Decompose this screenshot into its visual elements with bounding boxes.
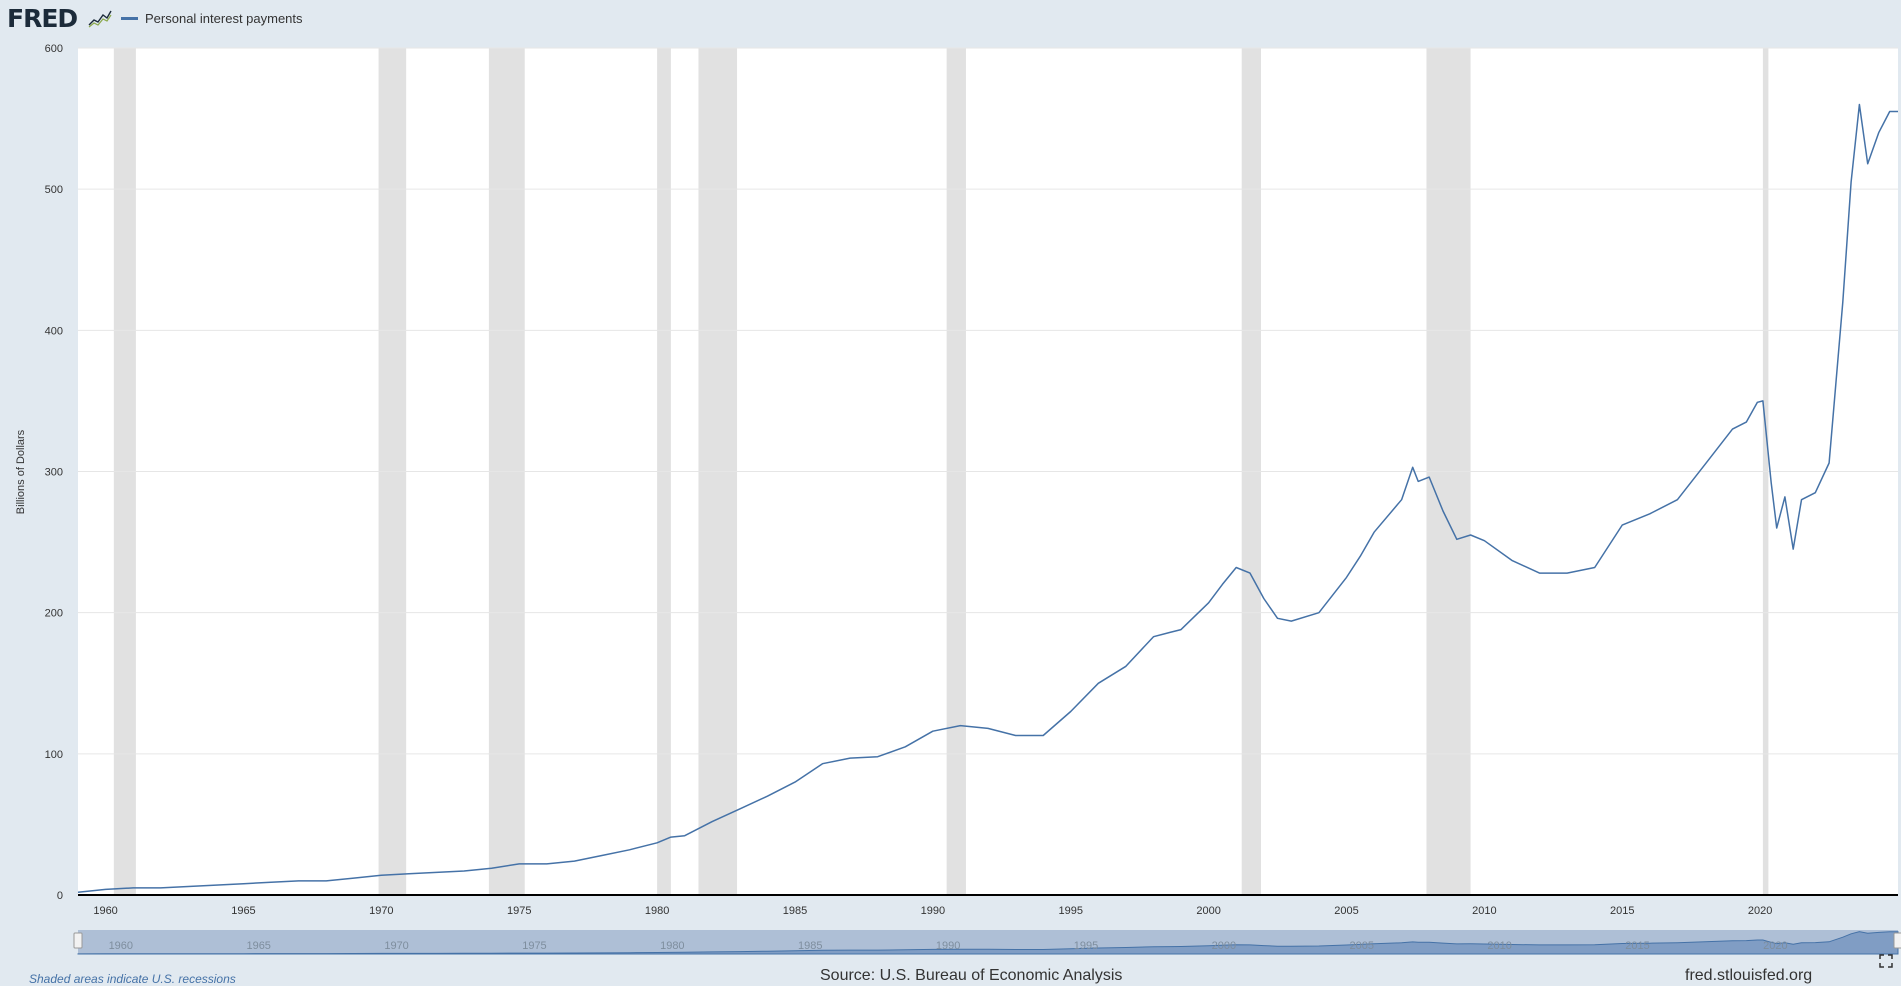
x-tick-label: 1985 — [783, 905, 807, 917]
navigator-year-label: 1980 — [660, 940, 684, 952]
navigator-handle-left[interactable] — [73, 932, 83, 949]
navigator-year-labels: 1960 1965 1970 1975 1980 1985 1990 1995 2000 2005… — [109, 940, 1788, 952]
x-tick-label: 1980 — [645, 905, 669, 917]
x-tick-label: 2010 — [1472, 905, 1496, 917]
y-tick-label: 200 — [45, 608, 63, 620]
navigator-handle-right[interactable] — [1893, 932, 1901, 949]
y-tick-label: 400 — [45, 325, 63, 337]
navigator-year-label: 1975 — [522, 940, 546, 952]
chart-legend[interactable]: Personal interest payments — [121, 11, 303, 26]
legend-label: Personal interest payments — [145, 11, 303, 26]
x-tick-label: 1970 — [369, 905, 393, 917]
source-text: Source: U.S. Bureau of Economic Analysis — [820, 967, 1123, 984]
navigator-year-label: 2020 — [1763, 940, 1787, 952]
chart-header: FRED Personal interest payments — [0, 0, 1901, 40]
navigator-year-label: 1995 — [1074, 940, 1098, 952]
navigator-year-label: 1990 — [936, 940, 960, 952]
grid-lines — [78, 47, 1898, 755]
navigator-year-label: 2005 — [1349, 940, 1373, 952]
y-tick-label: 300 — [45, 467, 63, 479]
navigator-year-label: 2000 — [1212, 940, 1236, 952]
y-tick-label: 0 — [57, 890, 63, 902]
navigator-year-label: 1960 — [109, 940, 133, 952]
navigator-year-label: 1985 — [798, 940, 822, 952]
navigator-year-label: 2010 — [1487, 940, 1511, 952]
x-tick-label: 2020 — [1748, 905, 1772, 917]
range-navigator[interactable]: 1960 1965 1970 1975 1980 1985 1990 1995 2000 2005… — [73, 930, 1901, 955]
x-tick-label: 2000 — [1196, 905, 1220, 917]
y-tick-label: 600 — [45, 43, 63, 55]
series-line[interactable] — [77, 103, 1898, 893]
y-axis-label: Billions of Dollars — [15, 429, 27, 514]
x-axis-ticks: 1960 1965 1970 1975 1980 1985 1990 1995 2000 2005… — [93, 905, 1772, 917]
navigator-year-label: 1965 — [246, 940, 270, 952]
x-tick-label: 1995 — [1058, 905, 1082, 917]
recession-note: Shaded areas indicate U.S. recessions — [29, 972, 236, 986]
line-chart[interactable]: 0 100 200 300 400 500 600 1960 1965 1970 1975 1980… — [0, 0, 1901, 960]
x-tick-label: 1965 — [231, 905, 255, 917]
x-tick-label: 1960 — [93, 905, 117, 917]
navigator-series-area — [77, 931, 1899, 955]
x-tick-label: 1975 — [507, 905, 531, 917]
navigator-year-label: 1970 — [384, 940, 408, 952]
x-tick-label: 2015 — [1610, 905, 1634, 917]
x-tick-label: 2005 — [1334, 905, 1358, 917]
site-link[interactable]: fred.stlouisfed.org — [1685, 967, 1813, 984]
y-axis-ticks: 0 100 200 300 400 500 600 — [45, 43, 63, 902]
fullscreen-icon[interactable] — [1879, 954, 1893, 968]
line-graph-icon — [88, 8, 112, 28]
y-tick-label: 500 — [45, 184, 63, 196]
legend-swatch — [121, 17, 138, 20]
x-tick-label: 1990 — [921, 905, 945, 917]
navigator-year-label: 2015 — [1625, 940, 1649, 952]
y-tick-label: 100 — [45, 749, 63, 761]
fred-logo[interactable]: FRED — [7, 4, 78, 33]
